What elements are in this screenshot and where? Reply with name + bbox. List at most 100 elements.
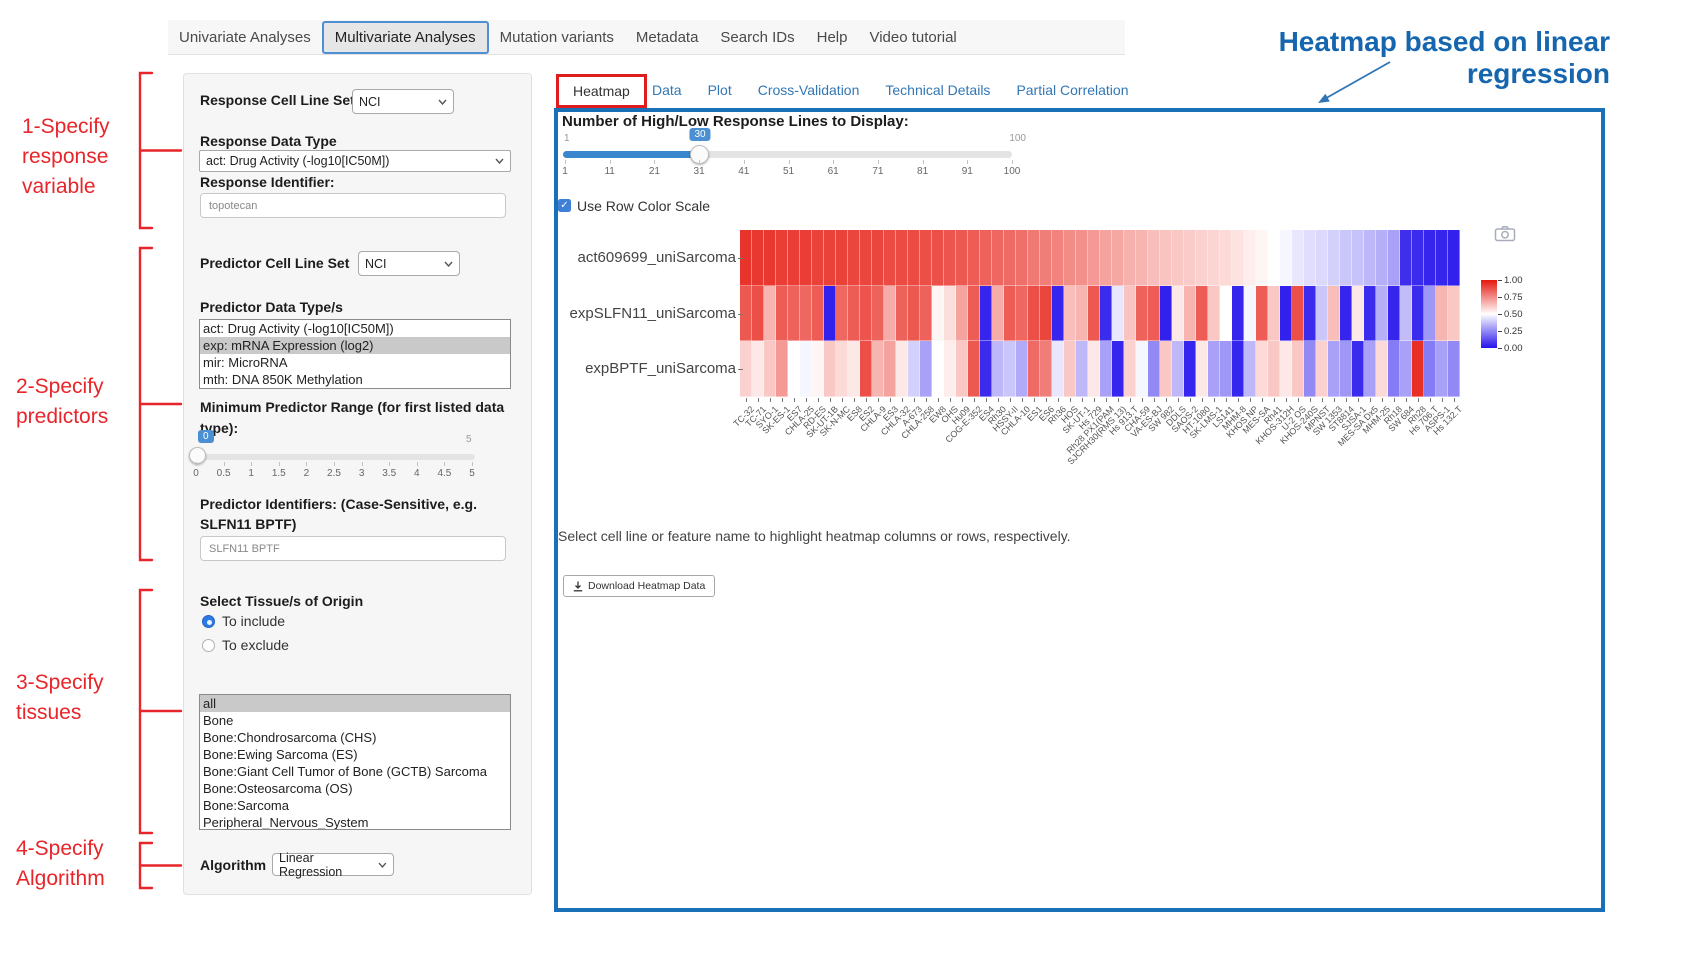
heatmap-cell xyxy=(884,285,896,342)
heatmap-cell xyxy=(1100,285,1112,342)
predictor-data-type-option[interactable]: mir: MicroRNA xyxy=(203,355,288,370)
nav-tab-univariate-analyses[interactable]: Univariate Analyses xyxy=(179,28,311,46)
slider-tick xyxy=(654,160,656,164)
heatmap-cell xyxy=(1004,341,1016,397)
slider-tick xyxy=(472,462,473,466)
heatmap-cell xyxy=(1352,341,1364,397)
heatmap-cell xyxy=(788,230,800,286)
heatmap-cell xyxy=(1124,230,1136,286)
tab-data[interactable]: Data xyxy=(652,82,682,98)
heatmap-cell xyxy=(1088,341,1100,397)
tissue-option[interactable]: Bone:Ewing Sarcoma (ES) xyxy=(203,747,358,762)
heatmap-cell xyxy=(764,341,776,397)
tissue-option[interactable]: Bone:Osteosarcoma (OS) xyxy=(203,781,353,796)
heatmap-cell xyxy=(968,230,980,286)
heatmap-cell xyxy=(1088,285,1100,342)
min-predictor-range-max-label: 5 xyxy=(466,434,472,445)
slider-tick-label: 2.5 xyxy=(327,468,341,479)
predictor-data-type-option[interactable]: act: Drug Activity (-log10[IC50M]) xyxy=(203,321,394,336)
tab-heatmap[interactable]: Heatmap xyxy=(556,74,647,108)
nav-tab-multivariate-analyses[interactable]: Multivariate Analyses xyxy=(321,20,489,54)
x-axis-tick xyxy=(1046,398,1047,402)
predictor-data-types-label: Predictor Data Type/s xyxy=(200,299,343,315)
heatmap-cell xyxy=(812,341,824,397)
heatmap-cell xyxy=(1352,230,1364,286)
tissue-include-radio[interactable] xyxy=(202,615,215,628)
camera-icon[interactable] xyxy=(1494,225,1516,242)
heatmap-cell xyxy=(1388,230,1400,286)
heatmap-row-label[interactable]: expSLFN11_uniSarcoma xyxy=(569,304,736,322)
min-predictor-range-slider-handle[interactable] xyxy=(189,447,206,464)
response-identifier-input[interactable] xyxy=(200,193,506,218)
heatmap-cell xyxy=(1016,230,1028,286)
predictor-identifiers-label: Predictor Identifiers: (Case-Sensitive, … xyxy=(200,496,477,532)
heatmap-cell xyxy=(896,341,908,397)
nav-tab-help[interactable]: Help xyxy=(816,28,848,46)
tissue-option[interactable]: Peripheral_Nervous_System xyxy=(203,815,369,830)
tissue-option[interactable]: Bone:Sarcoma xyxy=(203,798,289,813)
tab-partial-correlation[interactable]: Partial Correlation xyxy=(1016,82,1129,98)
tissue-exclude-radio-label[interactable]: To exclude xyxy=(222,637,289,653)
slider-tick xyxy=(223,462,225,466)
heatmap-cell xyxy=(1220,341,1232,397)
response-lines-slider-track[interactable] xyxy=(563,151,1012,158)
tab-cross-validation[interactable]: Cross-Validation xyxy=(757,82,860,98)
slider-tick xyxy=(278,462,280,466)
nav-tab-metadata[interactable]: Metadata xyxy=(635,28,699,46)
heatmap-cell xyxy=(1436,341,1448,397)
slider-tick xyxy=(334,462,335,466)
response-data-type-select[interactable]: act: Drug Activity (-log10[IC50M]) xyxy=(199,150,511,172)
chevron-down-icon xyxy=(378,862,387,868)
min-predictor-range-slider-grid: 0 0.5 1 1.5 2 2.5 3 3.5 4 4.5 5 xyxy=(193,462,475,484)
colorbar xyxy=(1481,280,1497,348)
heatmap-cell xyxy=(1292,285,1304,342)
heatmap-row-label[interactable]: expBPTF_uniSarcoma xyxy=(585,360,736,378)
heatmap-row-label[interactable]: act609699_uniSarcoma xyxy=(577,248,736,266)
result-panel-border xyxy=(554,108,1605,912)
row-color-scale-label[interactable]: Use Row Color Scale xyxy=(577,198,711,214)
heatmap-cell xyxy=(980,230,992,286)
predictor-data-type-option[interactable]: exp: mRNA Expression (log2) xyxy=(200,337,510,354)
heatmap-cell xyxy=(1184,285,1196,342)
heatmap-cell xyxy=(1136,285,1148,342)
nav-tab-mutation-variants[interactable]: Mutation variants xyxy=(499,28,614,46)
nav-tab-search-ids[interactable]: Search IDs xyxy=(720,28,795,46)
heatmap-cell xyxy=(740,230,752,286)
x-axis-tick xyxy=(1094,398,1095,402)
annotation-arrow-icon xyxy=(1318,61,1391,103)
heatmap-cell xyxy=(1040,285,1052,342)
slider-tick-label: 51 xyxy=(782,166,795,177)
heatmap-cell xyxy=(860,285,872,342)
tissue-option[interactable]: Bone:Giant Cell Tumor of Bone (GCTB) Sar… xyxy=(203,764,487,779)
tissue-include-radio-label[interactable]: To include xyxy=(222,613,286,629)
x-axis-tick xyxy=(1274,398,1275,402)
heatmap-cell xyxy=(1400,341,1412,397)
tab-technical-details[interactable]: Technical Details xyxy=(885,82,991,98)
tissue-option[interactable]: Bone:Chondrosarcoma (CHS) xyxy=(203,730,377,745)
heatmap-cell xyxy=(920,285,932,342)
x-axis-tick xyxy=(1262,398,1263,402)
heatmap-cell xyxy=(1232,230,1244,286)
predictor-identifiers-input[interactable] xyxy=(200,536,506,561)
slider-tick xyxy=(306,462,308,466)
heatmap-cell xyxy=(1028,230,1040,286)
tab-plot[interactable]: Plot xyxy=(707,82,732,98)
tissue-option[interactable]: Bone xyxy=(203,713,234,728)
heatmap-cell xyxy=(1112,285,1124,342)
tissue-exclude-radio[interactable] xyxy=(202,639,215,652)
response-cell-line-set-select[interactable]: NCI xyxy=(352,89,454,114)
predictor-data-type-option[interactable]: mth: DNA 850K Methylation xyxy=(203,372,363,387)
download-heatmap-data-button[interactable]: Download Heatmap Data xyxy=(563,575,716,597)
min-predictor-range-slider-track[interactable] xyxy=(191,454,475,460)
tissue-option[interactable]: all xyxy=(200,695,510,712)
x-axis-tick xyxy=(1454,398,1455,402)
algorithm-select[interactable]: Linear Regression xyxy=(272,851,394,879)
heatmap-cell xyxy=(1436,230,1448,286)
row-color-scale-checkbox[interactable]: ✓ xyxy=(558,199,571,212)
predictor-cell-line-set-select[interactable]: NCI xyxy=(358,251,460,276)
heatmap-cell xyxy=(1280,230,1292,286)
heatmap-cell xyxy=(968,285,980,342)
heatmap-cell xyxy=(848,341,860,397)
heatmap-cell xyxy=(1412,341,1424,397)
nav-tab-video-tutorial[interactable]: Video tutorial xyxy=(869,28,957,46)
